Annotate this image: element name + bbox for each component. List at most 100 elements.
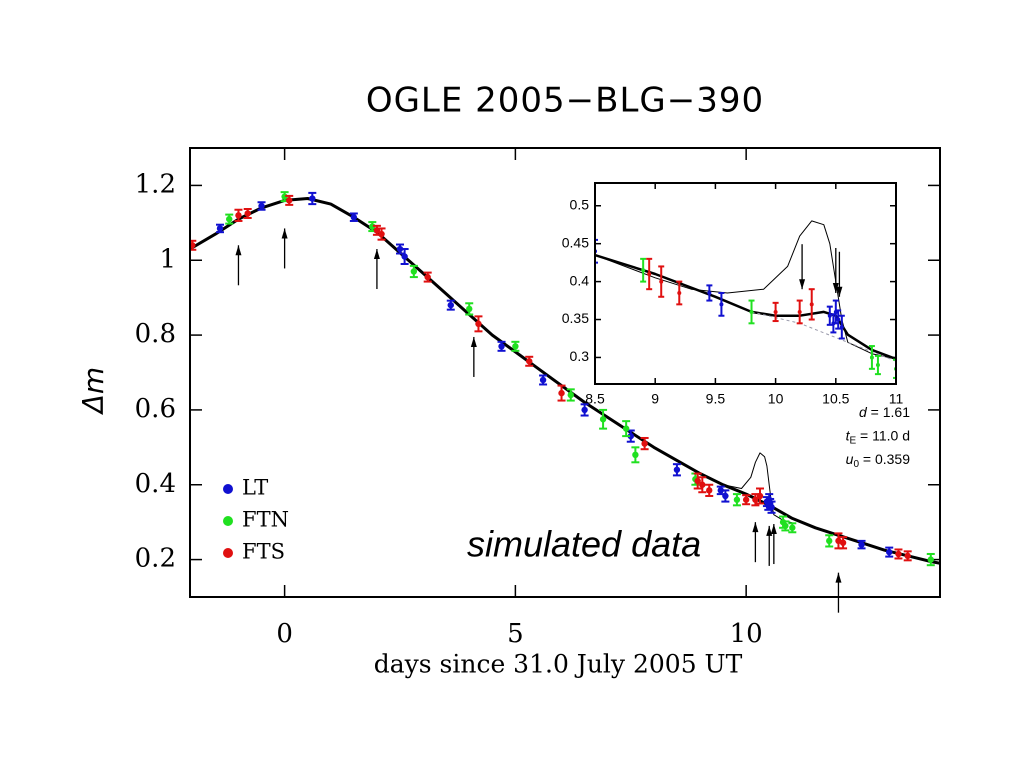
x-tick-label: 10 — [730, 619, 763, 649]
x-tick-label: 0 — [276, 619, 293, 649]
data-point — [904, 552, 911, 560]
data-point — [424, 273, 431, 281]
data-point — [258, 202, 265, 210]
y-tick-label: 0.45 — [562, 234, 589, 250]
data-point — [719, 302, 724, 307]
arrow-head — [835, 572, 842, 583]
x-tick-label: 10.5 — [822, 391, 849, 407]
data-point — [475, 320, 482, 328]
data-point — [396, 245, 404, 253]
data-point — [378, 230, 385, 238]
data-point — [567, 391, 574, 399]
y-tick-label: 1.2 — [135, 169, 176, 199]
parameter: d = 1.61 — [859, 404, 910, 420]
data-point — [699, 481, 706, 488]
data-point — [789, 524, 796, 531]
arrow-head — [470, 336, 477, 347]
data-point — [235, 212, 242, 219]
data-point — [749, 309, 754, 314]
data-point — [717, 487, 724, 494]
data-point — [410, 268, 418, 275]
parameter-subscript: E — [849, 435, 856, 446]
arrow-head — [832, 282, 839, 293]
data-point — [647, 272, 652, 277]
x-axis-label: days since 31.0 July 2005 UT — [374, 650, 743, 679]
plot: 8.5 9 9.5 10 10.5 11 0.3 0.35 0.4 0.45 0.5 — [562, 182, 904, 407]
arrow-head — [766, 525, 773, 536]
data-point — [722, 492, 729, 500]
data-point — [733, 496, 741, 503]
data-point — [773, 309, 778, 314]
arrow-head — [235, 245, 242, 256]
data-point — [581, 406, 588, 414]
parameter-symbol: u — [846, 451, 854, 467]
y-tick-label: 0.6 — [135, 394, 176, 424]
parameter-value: = 1.61 — [867, 404, 910, 420]
parameter-value: = 11.0 d — [856, 427, 910, 443]
arrow-head — [281, 228, 288, 239]
data-point — [836, 317, 841, 322]
data-point — [627, 432, 634, 440]
data-point — [599, 416, 607, 423]
data-point — [886, 548, 893, 556]
data-point — [350, 214, 358, 221]
x-tick-label: 8.5 — [585, 391, 605, 407]
data-point — [782, 522, 789, 530]
data-point — [539, 376, 547, 384]
model-curve — [595, 220, 896, 360]
plot-frame — [189, 147, 941, 598]
x-tick-label: 11 — [889, 391, 904, 407]
data-point — [659, 279, 664, 284]
x-tick-label: 9 — [651, 391, 659, 407]
y-tick-label: 0.8 — [135, 319, 176, 349]
data-point — [309, 195, 316, 202]
data-point — [707, 290, 712, 295]
arrow-head — [752, 522, 759, 533]
data-point — [677, 290, 682, 295]
data-point — [809, 302, 814, 307]
legend-label: FTN — [242, 508, 289, 532]
data-point — [752, 496, 759, 503]
data-point — [875, 363, 880, 368]
y-tick-label: 0.5 — [570, 196, 590, 212]
data-point — [839, 325, 844, 330]
plot-content — [190, 191, 940, 567]
y-tick-label: 0.4 — [135, 469, 176, 499]
data-point — [768, 504, 775, 511]
y-tick-label: 0.2 — [135, 544, 176, 574]
y-tick-label: 0.35 — [562, 310, 589, 326]
data-point — [190, 242, 196, 249]
data-point — [526, 358, 533, 365]
legend-label: LT — [242, 476, 268, 500]
legend-marker — [223, 484, 233, 494]
y-tick-label: 0.3 — [570, 348, 590, 364]
legend-label: FTS — [242, 540, 285, 564]
data-point — [641, 268, 646, 273]
data-point — [226, 215, 233, 223]
data-point — [869, 355, 874, 360]
parameter: tE = 11.0 d — [846, 427, 910, 446]
data-point — [756, 492, 764, 500]
x-tick-label: 10 — [768, 391, 784, 407]
parameter: u0 = 0.359 — [846, 451, 911, 470]
plot-content — [595, 220, 896, 379]
data-point — [641, 440, 648, 447]
x-tick-label: 9.5 — [706, 391, 726, 407]
data-point — [632, 451, 639, 459]
data-point — [498, 343, 505, 350]
legend-marker — [223, 516, 233, 526]
data-point — [895, 550, 902, 558]
data-point — [216, 225, 224, 232]
arrow-head — [836, 286, 843, 297]
annotation: simulated data — [467, 524, 701, 565]
data-point — [706, 487, 713, 494]
parameter-value: = 0.359 — [859, 451, 910, 467]
model-curve — [723, 452, 793, 524]
data-point — [927, 556, 934, 563]
arrow-head — [373, 249, 380, 260]
data-point — [466, 305, 473, 313]
arrow-head — [799, 279, 806, 290]
legend-marker — [223, 548, 233, 558]
data-point — [286, 197, 293, 204]
